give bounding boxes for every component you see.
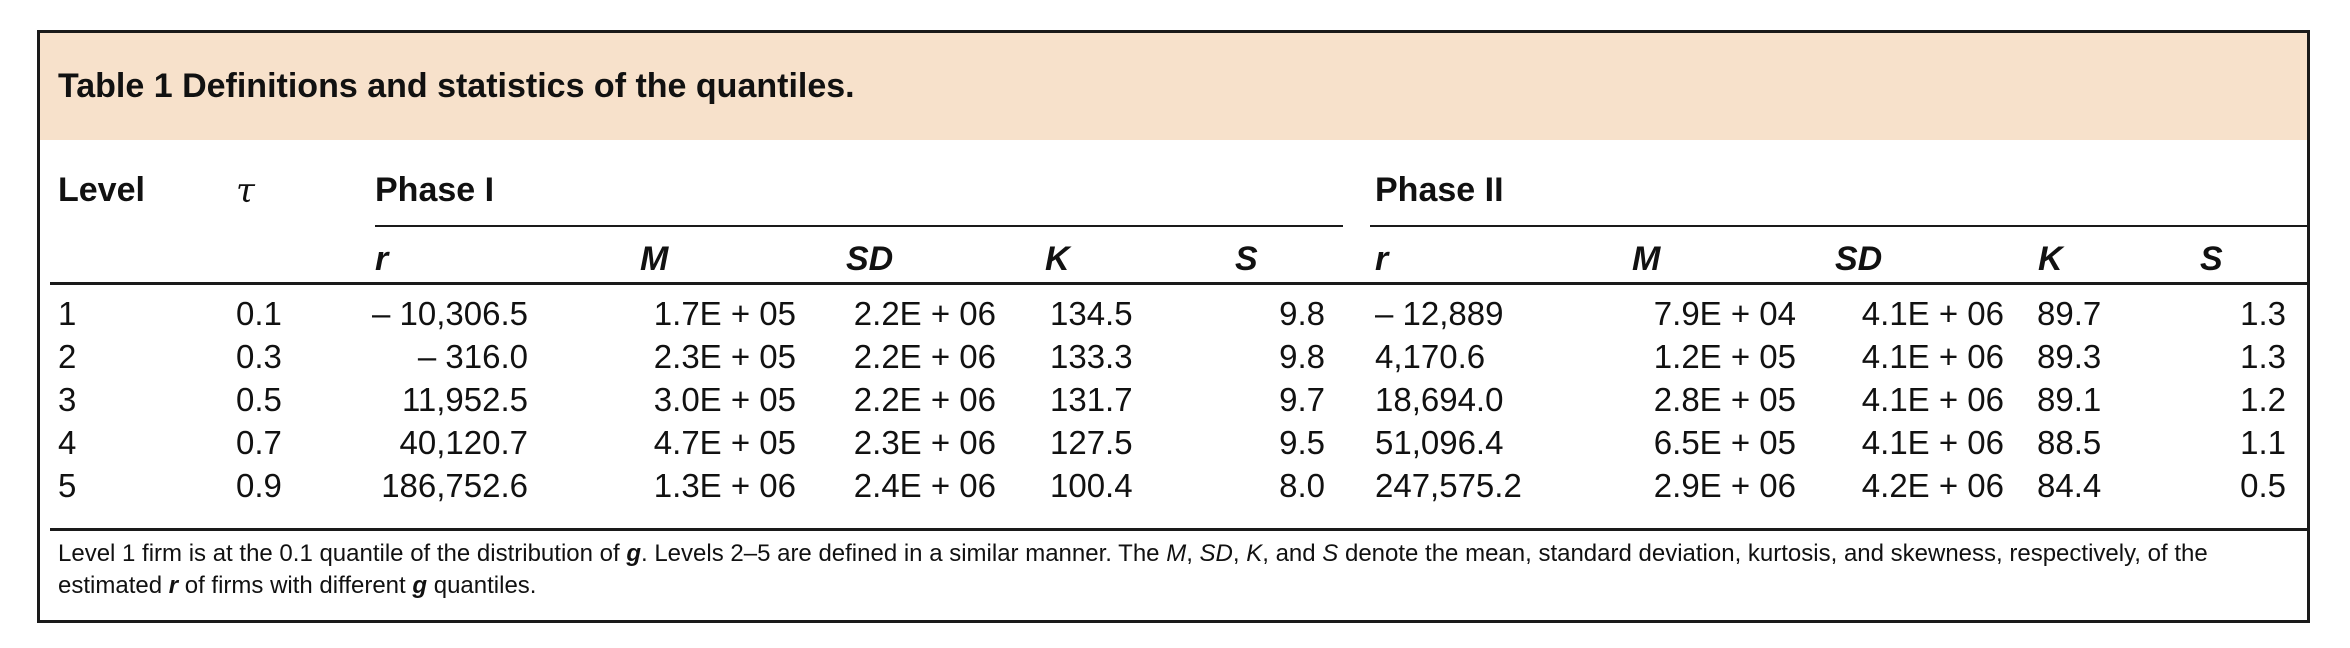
header-phase-2: Phase II: [1375, 171, 1504, 209]
cell-p2-m: 1.2E + 05: [1653, 338, 1796, 375]
cell-p2-r: 51,096.4: [1375, 424, 1504, 461]
cell-p2-r: 247,575.2: [1375, 467, 1522, 504]
cell-p1-k: 133.3: [1050, 338, 1133, 375]
cell-p2-k: 88.5: [2037, 424, 2102, 461]
cell-p1-s: 9.8: [1279, 338, 1325, 375]
cell-p2-r: 4,170.6: [1375, 338, 1486, 375]
subheader-phase-1-k: K: [1045, 240, 1070, 278]
cell-p2-s: 0.5: [2240, 467, 2286, 504]
cell-p2-k: 89.3: [2037, 338, 2102, 375]
cell-p1-m: 3.0E + 05: [653, 381, 796, 418]
footnote-var-m: M: [1166, 540, 1187, 567]
cell-p1-s: 8.0: [1279, 467, 1325, 504]
table-frame: Table 1 Definitions and statistics of th…: [37, 30, 2310, 623]
footnote-text: quantiles.: [427, 572, 537, 599]
cell-p1-sd: 2.2E + 06: [853, 338, 996, 375]
cell-p1-r: 186,752.6: [381, 467, 528, 504]
body-bottom-rule: [50, 528, 2310, 531]
cell-p1-sd: 2.3E + 06: [853, 424, 996, 461]
footnote-var-sd: SD: [1199, 540, 1233, 567]
cell-p2-sd: 4.1E + 06: [1861, 295, 2004, 332]
subheader-phase-2-m: M: [1632, 240, 1661, 278]
table-caption: Table 1 Definitions and statistics of th…: [58, 67, 855, 105]
footnote-text: of firms with different: [178, 572, 413, 599]
phase-2-rule: [1370, 225, 2310, 227]
footnote-var-g: g: [412, 572, 428, 599]
footnote-text: . Levels 2–5 are defined in a similar ma…: [641, 540, 1167, 567]
cell-p1-k: 134.5: [1050, 295, 1133, 332]
cell-p1-r: 11,952.5: [401, 381, 528, 418]
cell-p2-sd: 4.1E + 06: [1861, 338, 2004, 375]
cell-p2-k: 89.1: [2037, 381, 2102, 418]
subheader-phase-1-r: r: [375, 240, 389, 278]
cell-p2-s: 1.3: [2240, 295, 2286, 332]
subheader-phase-2-s: S: [2200, 240, 2223, 278]
cell-p2-sd: 4.1E + 06: [1861, 424, 2004, 461]
table-footnote: Level 1 firm is at the 0.1 quantile of t…: [58, 538, 2288, 602]
footnote-var-k: K: [1246, 540, 1263, 567]
cell-p2-m: 2.8E + 05: [1653, 381, 1796, 418]
cell-p2-k: 89.7: [2037, 295, 2102, 332]
cell-tau: 0.5: [236, 381, 282, 418]
cell-tau: 0.1: [236, 295, 282, 332]
cell-p1-m: 4.7E + 05: [653, 424, 796, 461]
cell-p2-s: 1.3: [2240, 338, 2286, 375]
subheader-phase-1-s: S: [1235, 240, 1258, 278]
cell-p2-k: 84.4: [2037, 467, 2102, 504]
header-bottom-rule: [50, 282, 2310, 285]
cell-tau: 0.7: [236, 424, 282, 461]
footnote-var-s: S: [1322, 540, 1339, 567]
footnote-text: Level 1 firm is at the 0.1 quantile of t…: [58, 540, 627, 567]
cell-p1-sd: 2.4E + 06: [853, 467, 996, 504]
cell-p2-m: 2.9E + 06: [1653, 467, 1796, 504]
cell-p1-m: 1.3E + 06: [653, 467, 796, 504]
cell-p2-m: 6.5E + 05: [1653, 424, 1796, 461]
cell-p2-r: – 12,889: [1375, 295, 1504, 332]
subheader-phase-2-k: K: [2038, 240, 2063, 278]
cell-p2-s: 1.2: [2240, 381, 2286, 418]
cell-level: 2: [58, 338, 77, 375]
subheader-phase-1-m: M: [640, 240, 669, 278]
cell-p1-sd: 2.2E + 06: [853, 295, 996, 332]
cell-p1-s: 9.5: [1279, 424, 1325, 461]
phase-1-rule: [375, 225, 1343, 227]
footnote-text: denote the mean, standard deviation, kur…: [58, 540, 2208, 599]
cell-tau: 0.3: [236, 338, 282, 375]
subheader-phase-1-sd: SD: [846, 240, 894, 278]
cell-p1-sd: 2.2E + 06: [853, 381, 996, 418]
cell-p2-sd: 4.1E + 06: [1861, 381, 2004, 418]
cell-p2-r: 18,694.0: [1375, 381, 1504, 418]
header-phase-1: Phase I: [375, 171, 495, 209]
cell-p1-s: 9.8: [1279, 295, 1325, 332]
cell-p1-k: 127.5: [1050, 424, 1133, 461]
cell-level: 1: [58, 295, 77, 332]
cell-level: 5: [58, 467, 77, 504]
footnote-text: , and: [1262, 540, 1323, 567]
cell-p1-k: 100.4: [1050, 467, 1133, 504]
cell-p2-s: 1.1: [2240, 424, 2286, 461]
footnote-text: ,: [1232, 540, 1247, 567]
subheader-phase-2-sd: SD: [1835, 240, 1883, 278]
cell-p1-s: 9.7: [1279, 381, 1325, 418]
cell-p1-m: 1.7E + 05: [653, 295, 796, 332]
cell-p2-sd: 4.2E + 06: [1861, 467, 2004, 504]
header-level: Level: [58, 171, 145, 209]
cell-level: 4: [58, 424, 77, 461]
cell-p1-k: 131.7: [1050, 381, 1133, 418]
cell-p1-r: – 10,306.5: [372, 295, 528, 332]
subheader-phase-2-r: r: [1375, 240, 1389, 278]
header-tau: τ: [236, 171, 255, 211]
cell-level: 3: [58, 381, 77, 418]
cell-p2-m: 7.9E + 04: [1653, 295, 1796, 332]
caption-band: Table 1 Definitions and statistics of th…: [40, 33, 2307, 140]
cell-p1-m: 2.3E + 05: [653, 338, 796, 375]
cell-p1-r: – 316.0: [417, 338, 528, 375]
cell-p1-r: 40,120.7: [399, 424, 528, 461]
footnote-var-r: r: [168, 572, 179, 599]
footnote-var-g: g: [626, 540, 641, 567]
footnote-text: ,: [1186, 540, 1200, 567]
cell-tau: 0.9: [236, 467, 282, 504]
